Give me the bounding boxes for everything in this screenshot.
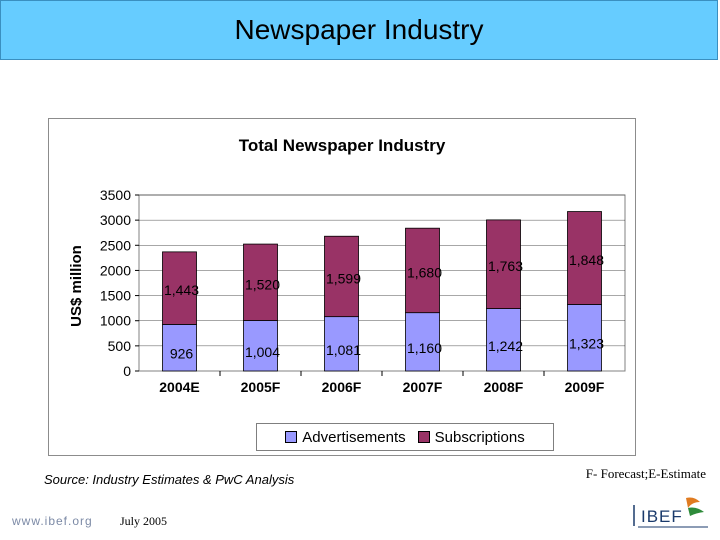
legend-item-advertisements: Advertisements <box>285 428 406 446</box>
bar-subscriptions <box>486 219 521 309</box>
y-tick-label: 2500 <box>100 237 131 253</box>
data-label-subscriptions: 1,763 <box>488 258 523 274</box>
bar-subscriptions <box>405 227 440 314</box>
chart-legend: Advertisements Subscriptions <box>256 423 554 451</box>
bar-subscriptions <box>567 211 602 305</box>
bar-subscriptions <box>162 251 197 325</box>
data-label-subscriptions: 1,680 <box>407 264 442 280</box>
data-label-advertisements: 1,242 <box>488 338 523 354</box>
logo-text: IBEF <box>641 507 683 526</box>
data-label-subscriptions: 1,520 <box>245 276 280 292</box>
x-tick-label: 2005F <box>241 379 281 395</box>
x-tick-label: 2009F <box>565 379 605 395</box>
bar-advertisements <box>243 320 278 372</box>
legend-item-subscriptions: Subscriptions <box>417 428 525 446</box>
legend-label-subscriptions: Subscriptions <box>434 428 525 446</box>
data-label-advertisements: 1,160 <box>407 340 442 356</box>
data-label-subscriptions: 1,443 <box>164 282 199 298</box>
x-tick-label: 2007F <box>403 379 443 395</box>
bar-advertisements <box>162 324 197 372</box>
y-tick-label: 2000 <box>100 262 131 278</box>
data-label-subscriptions: 1,599 <box>326 270 361 286</box>
legend-swatch-advertisements <box>285 431 298 443</box>
title-bar: Newspaper Industry <box>0 0 718 60</box>
bar-subscriptions <box>324 235 359 318</box>
footer-date: July 2005 <box>120 514 168 528</box>
legend-swatch-subscriptions <box>417 431 430 443</box>
plot-area <box>138 194 626 372</box>
y-tick-label: 0 <box>123 363 131 379</box>
x-tick-label: 2006F <box>322 379 362 395</box>
y-tick-label: 3000 <box>100 212 131 228</box>
data-label-subscriptions: 1,848 <box>569 252 604 268</box>
data-label-advertisements: 926 <box>170 346 194 362</box>
y-tick-label: 1500 <box>100 288 131 304</box>
x-tick-label: 2008F <box>484 379 524 395</box>
forecast-note: F- Forecast;E-Estimate <box>585 466 706 481</box>
chart-frame: Total Newspaper Industry US$ million 0 50… <box>48 118 636 456</box>
legend-label-advertisements: Advertisements <box>302 428 406 446</box>
bar-advertisements <box>486 308 521 372</box>
y-tick-label: 3500 <box>100 187 131 203</box>
bar-subscriptions <box>243 243 278 321</box>
chart-title: Total Newspaper Industry <box>239 136 446 155</box>
site-url: www.ibef.org <box>12 514 93 528</box>
y-tick-label: 500 <box>108 338 132 354</box>
data-label-advertisements: 1,081 <box>326 342 361 358</box>
x-tick-label: 2004E <box>159 379 199 395</box>
ibef-logo: IBEF <box>633 497 708 528</box>
data-label-advertisements: 1,323 <box>569 336 604 352</box>
data-label-advertisements: 1,004 <box>245 344 280 360</box>
y-axis-label: US$ million <box>68 245 85 327</box>
bar-advertisements <box>567 304 602 372</box>
stacked-bar-chart: Total Newspaper Industry US$ million 0 50… <box>68 136 626 395</box>
source-note: Source: Industry Estimates & PwC Analysi… <box>44 472 295 487</box>
bar-advertisements <box>324 316 359 372</box>
y-tick-label: 1000 <box>100 313 131 329</box>
page-title: Newspaper Industry <box>234 14 484 45</box>
